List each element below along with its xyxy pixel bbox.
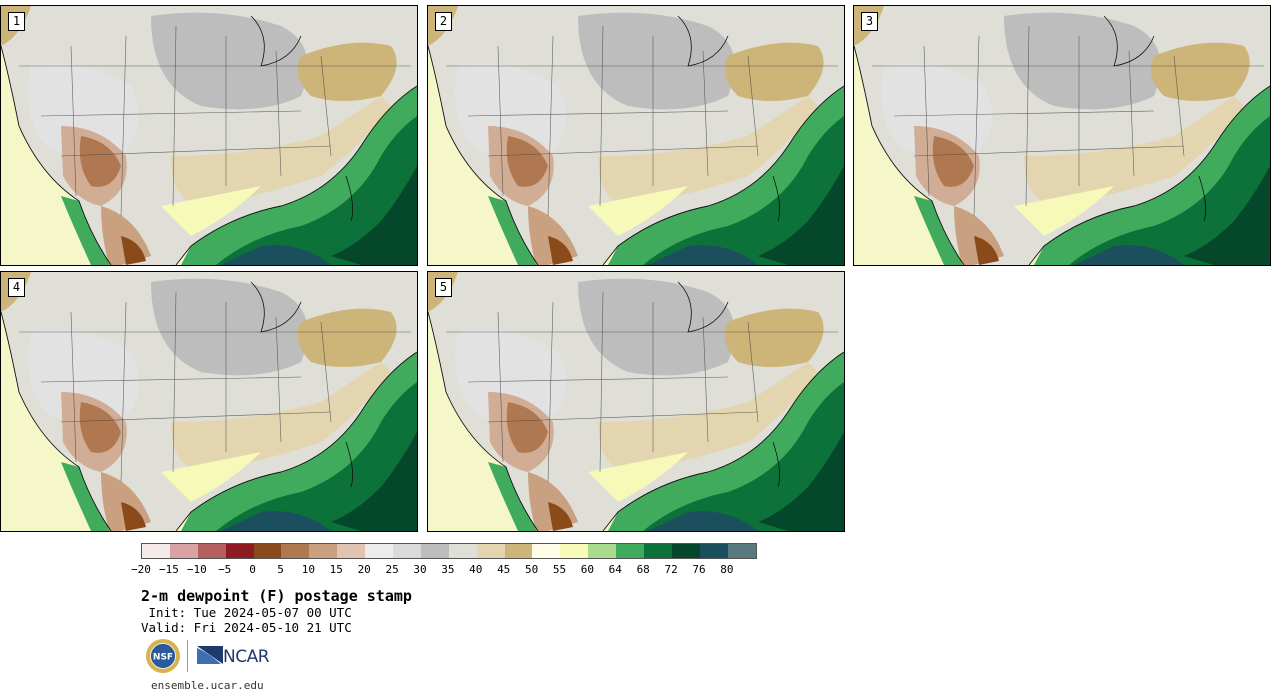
colorbar-swatch	[616, 544, 645, 558]
colorbar-swatch	[727, 544, 756, 558]
colorbar-tick-label: −20	[131, 563, 151, 576]
nsf-logo-text: NSF	[153, 653, 173, 663]
valid-time: Valid: Fri 2024-05-10 21 UTC	[141, 620, 352, 635]
colorbar-swatch	[281, 544, 310, 558]
colorbar-swatch	[309, 544, 338, 558]
map-panel-2: 2	[427, 5, 845, 266]
ncar-logo-icon	[197, 646, 223, 664]
panel-number: 1	[8, 12, 25, 31]
map-panel-4: 4	[0, 271, 418, 532]
colorbar-tick-label: 76	[692, 563, 706, 576]
colorbar-ticks: −20 −15 −10 −5 0 5 10 15 20 25 30 35 40 45 50 55 60 64 68 7…	[131, 563, 761, 577]
map-panel-5: 5	[427, 271, 845, 532]
colorbar-tick-label: 60	[580, 563, 595, 576]
dewpoint-map	[1, 272, 417, 531]
colorbar-tick-label: −5	[218, 563, 232, 576]
colorbar-tick-label: 30	[413, 563, 427, 576]
colorbar-swatch	[560, 544, 589, 558]
panel-number: 3	[861, 12, 878, 31]
colorbar-tick-label: 0	[249, 563, 256, 576]
colorbar-swatch	[393, 544, 421, 558]
map-panel-3: 3	[853, 5, 1271, 266]
colorbar-tick-label: 10	[301, 563, 316, 576]
colorbar-swatch	[448, 544, 477, 558]
colorbar-tick-label: 45	[497, 563, 511, 576]
colorbar-swatch	[420, 544, 449, 558]
colorbar-tick-label: 50	[524, 563, 539, 576]
colorbar-swatch	[197, 544, 226, 558]
colorbar-tick-label: 35	[441, 563, 455, 576]
colorbar-swatch	[476, 544, 505, 558]
colorbar-tick-label: −15	[158, 563, 179, 576]
colorbar-tick-label: 20	[357, 563, 371, 576]
site-url: ensemble.ucar.edu	[151, 679, 264, 692]
dewpoint-map	[428, 272, 844, 531]
colorbar-swatch	[225, 544, 254, 558]
init-time: Init: Tue 2024-05-07 00 UTC	[141, 605, 352, 620]
panel-number: 4	[8, 278, 25, 297]
map-panel-1: 1	[0, 5, 418, 266]
colorbar-tick-label: −10	[186, 563, 207, 576]
colorbar-swatch	[644, 544, 672, 558]
colorbar-swatch	[588, 544, 617, 558]
colorbar-swatch	[142, 544, 170, 558]
panel-number: 5	[435, 278, 452, 297]
colorbar-swatch	[169, 544, 198, 558]
colorbar-swatch	[253, 544, 282, 558]
colorbar-tick-label: 68	[636, 563, 650, 576]
colorbar	[141, 543, 757, 559]
colorbar-swatch	[504, 544, 533, 558]
colorbar-tick-label: 25	[385, 563, 399, 576]
colorbar-tick-label: 64	[608, 563, 622, 576]
colorbar-tick-label: 72	[664, 563, 678, 576]
plot-title: 2-m dewpoint (F) postage stamp	[141, 587, 412, 605]
dewpoint-map	[854, 6, 1270, 265]
dewpoint-map	[1, 6, 417, 265]
ncar-logo-text: NCAR	[223, 647, 270, 667]
nsf-logo-icon: NSF	[146, 639, 180, 673]
colorbar-swatch	[365, 544, 394, 558]
colorbar-swatch	[337, 544, 366, 558]
colorbar-swatch	[671, 544, 700, 558]
colorbar-swatch	[532, 544, 561, 558]
colorbar-swatch	[699, 544, 728, 558]
colorbar-tick-label: 15	[329, 563, 343, 576]
colorbar-tick-label: 40	[469, 563, 483, 576]
colorbar-tick-label: 5	[277, 563, 284, 576]
logo-divider	[187, 640, 188, 672]
colorbar-tick-label: 80	[720, 563, 734, 576]
panel-number: 2	[435, 12, 452, 31]
dewpoint-map	[428, 6, 844, 265]
colorbar-tick-label: 55	[552, 563, 567, 576]
